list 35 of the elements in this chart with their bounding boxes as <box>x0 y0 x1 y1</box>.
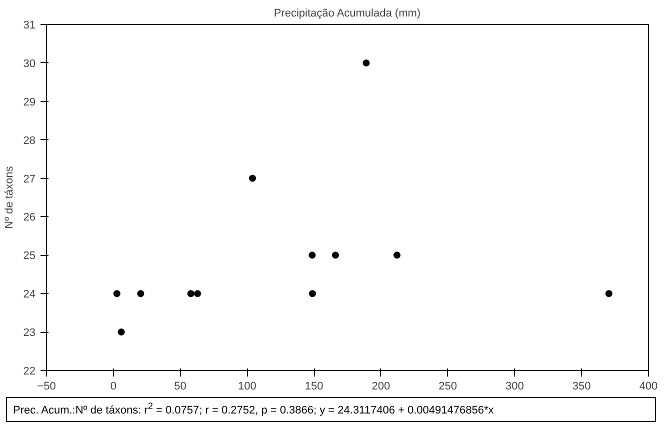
x-tick-label: 250 <box>438 380 458 392</box>
x-tick-label: 200 <box>372 380 390 392</box>
y-tick-label: 27 <box>23 173 36 186</box>
y-tick-label: 31 <box>23 20 36 32</box>
x-tick-label: 0 <box>110 380 116 392</box>
point <box>308 290 316 298</box>
text: Prec. Acum.:Nº de táxons: r$^{2}$ = 0.0757; r = 0.2752, p = 0.3866; y = 24.3117406 + 0.00491476856*x <box>13 400 494 419</box>
y-tick-label: 23 <box>23 327 36 340</box>
y-tick-label: 26 <box>23 212 36 224</box>
point <box>118 328 125 336</box>
y-tick-label: 28 <box>23 134 36 147</box>
point <box>249 174 256 182</box>
x-tick-label: 400 <box>639 380 658 392</box>
x-tick-label: 100 <box>238 380 256 392</box>
chart-title: Precipitação Acumulada (mm) <box>274 8 421 20</box>
x-tick-label: 300 <box>506 380 524 392</box>
y-tick-label: 24 <box>23 288 36 301</box>
point <box>194 290 202 298</box>
y-tick-label: 22 <box>23 366 36 378</box>
point <box>113 290 120 298</box>
y-tick-label: 29 <box>23 96 36 108</box>
x-tick-label: 350 <box>572 380 591 392</box>
y-tick-label: 30 <box>23 58 36 70</box>
x-tick-label: −50 <box>37 380 56 392</box>
point <box>362 59 370 66</box>
point <box>394 252 400 259</box>
x-tick-label: 50 <box>174 380 186 392</box>
point <box>332 252 339 259</box>
point <box>605 290 612 298</box>
point <box>137 290 144 298</box>
point <box>308 252 316 259</box>
y-axis-title: Nº de táxons <box>3 166 16 229</box>
x-tick-label: 150 <box>304 380 324 392</box>
point <box>187 290 194 298</box>
y-tick-label: 25 <box>23 250 36 262</box>
